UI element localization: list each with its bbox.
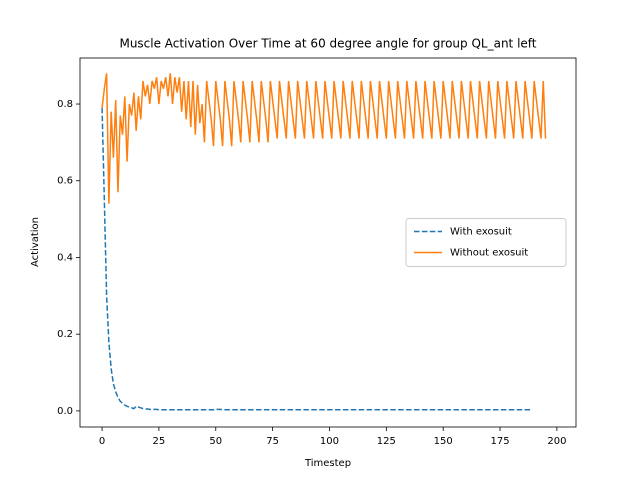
data-line xyxy=(101,107,532,411)
x-tick-label: 100 xyxy=(320,436,339,447)
legend-box xyxy=(405,218,567,267)
y-tick-label: 0.6 xyxy=(57,176,73,187)
x-tick-label: 125 xyxy=(377,436,396,447)
y-tick-label: 0.2 xyxy=(57,329,73,340)
x-axis-label: Timestep xyxy=(304,458,351,469)
x-tick-label: 0 xyxy=(99,436,105,447)
x-tick-label: 200 xyxy=(547,436,566,447)
data-line xyxy=(101,73,547,204)
plot-frame xyxy=(79,57,577,428)
x-tick-label: 50 xyxy=(209,436,222,447)
x-tick-label: 75 xyxy=(266,436,279,447)
y-tick-label: 0.0 xyxy=(57,406,73,417)
chart-title: Muscle Activation Over Time at 60 degree… xyxy=(119,37,536,51)
y-tick-label: 0.8 xyxy=(57,99,73,110)
legend-label: Without exosuit xyxy=(450,248,528,259)
y-tick-label: 0.4 xyxy=(57,252,73,263)
y-axis-label: Activation xyxy=(30,217,41,267)
x-tick-label: 175 xyxy=(490,436,509,447)
x-tick-label: 150 xyxy=(434,436,453,447)
x-tick-label: 25 xyxy=(153,436,166,447)
legend-label: With exosuit xyxy=(450,227,512,238)
